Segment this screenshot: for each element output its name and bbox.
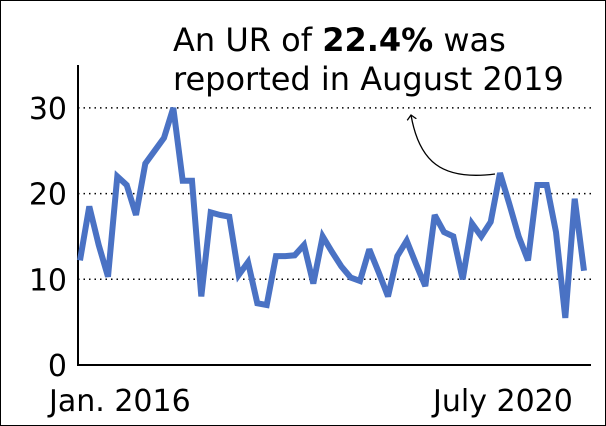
- x-tick-label-end: July 2020: [431, 384, 573, 419]
- annotation-arrow: [411, 115, 496, 176]
- series-layer: [77, 107, 587, 319]
- annotation-line-2: reported in August 2019: [173, 60, 564, 98]
- y-tick-label-0: 0: [48, 349, 67, 384]
- y-tick-label-30: 30: [29, 92, 67, 127]
- annotation-line-1: An UR of 22.4% was: [173, 21, 506, 59]
- annotation-value: 22.4%: [322, 21, 433, 59]
- annotation-text-after: was: [433, 21, 506, 59]
- annotation-text-before: An UR of: [173, 21, 322, 59]
- y-tick-labels: 0 10 20 30: [29, 92, 67, 384]
- series-line-0: [77, 107, 587, 319]
- x-tick-label-start: Jan. 2016: [47, 384, 191, 419]
- y-tick-label-10: 10: [29, 263, 67, 298]
- y-tick-label-20: 20: [29, 178, 67, 213]
